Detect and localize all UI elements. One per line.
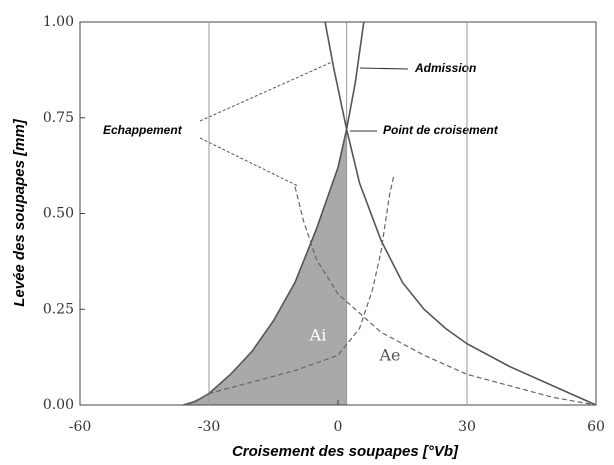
x-tick-label: -60 (69, 419, 92, 435)
x-tick-label: 60 (587, 419, 605, 435)
area-label: Ai (309, 326, 327, 345)
y-tick-label: 0.50 (43, 206, 74, 222)
curve (182, 21, 365, 406)
y-tick-label: 0.25 (43, 301, 74, 317)
y-tick-label: 0.75 (43, 110, 74, 126)
x-axis-label: Croisement des soupapes [°Vb] (232, 443, 459, 460)
area-ai (183, 129, 347, 406)
leader-line (359, 67, 409, 70)
y-axis-label: Levée des soupapes [mm] (11, 118, 28, 307)
y-tick-label: 1.00 (43, 14, 74, 30)
leader-line (199, 137, 299, 187)
annotation: Point de croisement (383, 123, 499, 137)
annotation: Echappement (103, 123, 183, 137)
x-tick-label: -30 (198, 419, 221, 435)
curve (324, 21, 597, 406)
y-tick-label: 0.00 (43, 397, 74, 413)
curve (294, 186, 597, 406)
annotation: Admission (414, 61, 476, 75)
leader-line (199, 61, 333, 122)
curve (187, 175, 395, 406)
x-tick-label: 0 (334, 419, 343, 435)
area-label: Ae (378, 346, 400, 365)
x-tick-label: 30 (458, 419, 476, 435)
